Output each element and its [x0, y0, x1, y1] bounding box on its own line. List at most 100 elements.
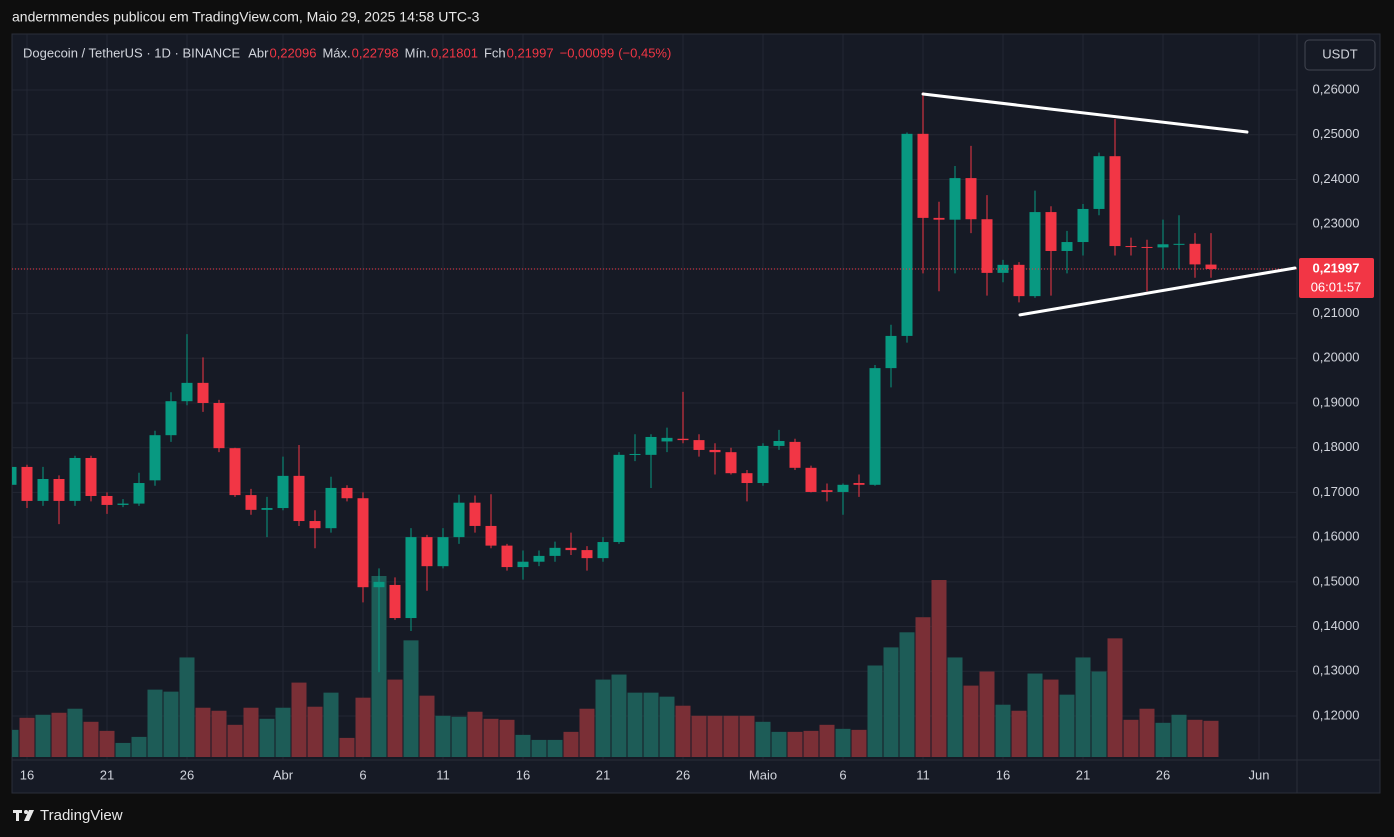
volume-bar [931, 580, 947, 757]
candle-body [309, 521, 321, 529]
volume-bar [259, 718, 275, 757]
volume-bar [451, 716, 467, 757]
candle-body [37, 478, 49, 501]
volume-bar [179, 657, 195, 757]
plot-area [12, 92, 1297, 757]
candle-body [357, 498, 369, 588]
candle-body [181, 382, 193, 402]
x-tick-label: 26 [180, 767, 194, 782]
trendline [921, 92, 1249, 134]
volume-bar [1059, 694, 1075, 757]
candle-body [901, 133, 913, 336]
candle-body [581, 550, 593, 559]
volume-bar [1027, 673, 1043, 757]
y-tick-label: 0,19000 [1313, 394, 1360, 409]
volume-bar [67, 708, 83, 757]
candle-body [1125, 246, 1137, 248]
y-tick-label: 0,23000 [1313, 216, 1360, 231]
candle-body [469, 502, 481, 526]
candle-body [1077, 208, 1089, 243]
candle-body [837, 484, 849, 492]
candle-body [517, 561, 529, 568]
legend-value: 0,21801 [431, 45, 478, 60]
volume-bar [563, 731, 579, 757]
candle-body [661, 437, 673, 442]
candle-body [405, 537, 417, 619]
candle-body [1109, 156, 1121, 247]
volume-bar [419, 695, 435, 757]
volume-bar [99, 730, 115, 757]
y-tick-label: 0,15000 [1313, 573, 1360, 588]
candle-body [677, 438, 689, 441]
volume-bar [339, 737, 355, 757]
volume-bar [787, 731, 803, 757]
volume-bar [899, 632, 915, 757]
candle-body [709, 449, 721, 453]
candle-body [21, 466, 33, 501]
volume-bar [627, 692, 643, 757]
x-tick-label: Maio [749, 767, 777, 782]
x-tick-label: 16 [20, 767, 34, 782]
candle-body [1141, 246, 1153, 248]
candle-body [885, 335, 897, 369]
byline: andermmendes publicou em TradingView.com… [12, 9, 480, 25]
y-tick-label: 0,18000 [1313, 439, 1360, 454]
volume-bar [147, 689, 163, 757]
volume-bar [403, 640, 419, 757]
y-tick-label: 0,24000 [1313, 171, 1360, 186]
x-tick-label: 26 [676, 767, 690, 782]
legend: Abr 0,22096 Máx. 0,22798 Mín. 0,21801 Fch 0,219… [248, 45, 671, 60]
volume-bar [83, 721, 99, 757]
y-tick-label: 0,16000 [1313, 529, 1360, 544]
candle-body [933, 217, 945, 220]
candle-body [245, 495, 257, 510]
candle-body [981, 219, 993, 273]
y-tick-label: 0,14000 [1313, 618, 1360, 633]
candle-body [453, 502, 465, 538]
volume-bar [12, 729, 19, 757]
volume-bar [19, 717, 35, 757]
volume-bar [979, 671, 995, 757]
volume-bar [995, 704, 1011, 757]
candle-body [773, 440, 785, 446]
legend-label: Máx. [322, 45, 350, 60]
volume-bar [275, 707, 291, 757]
legend-label: Abr [248, 45, 269, 60]
candle-body [1205, 264, 1217, 269]
x-tick-label: 11 [916, 767, 930, 782]
candle-body [117, 503, 129, 505]
volume-bar [579, 708, 595, 757]
currency[interactable]: USDT [1322, 46, 1357, 61]
volume-bar [835, 728, 851, 757]
candle-body [341, 487, 353, 499]
volume-bar [675, 705, 691, 757]
legend-value: 0,22798 [352, 45, 399, 60]
candle-body [1189, 243, 1201, 265]
candle-body [613, 454, 625, 543]
candle-body [53, 478, 65, 501]
y-tick-label: 0,26000 [1313, 81, 1360, 96]
volume-bar [915, 617, 931, 757]
volume-bar [531, 739, 547, 757]
x-tick-label: 21 [596, 767, 610, 782]
volume-bar [211, 710, 227, 757]
candle-body [293, 475, 305, 522]
y-tick-label: 0,20000 [1313, 350, 1360, 365]
candle-body [12, 466, 17, 485]
volume-bar [595, 679, 611, 757]
volume-bar [291, 682, 307, 757]
legend-value: 0,22096 [269, 45, 316, 60]
x-tick-label: 21 [1076, 767, 1090, 782]
candle-body [789, 441, 801, 468]
candle-body [1093, 156, 1105, 209]
currency-button[interactable] [1304, 39, 1376, 71]
x-tick-label: 16 [996, 767, 1010, 782]
candle-body [501, 545, 513, 568]
volume-bar [611, 674, 627, 757]
volume-bar [467, 711, 483, 757]
volume-bar [163, 691, 179, 757]
last-price-label: 0,21997 [1313, 260, 1360, 275]
candle-body [101, 495, 113, 505]
volume-bar [115, 742, 131, 757]
